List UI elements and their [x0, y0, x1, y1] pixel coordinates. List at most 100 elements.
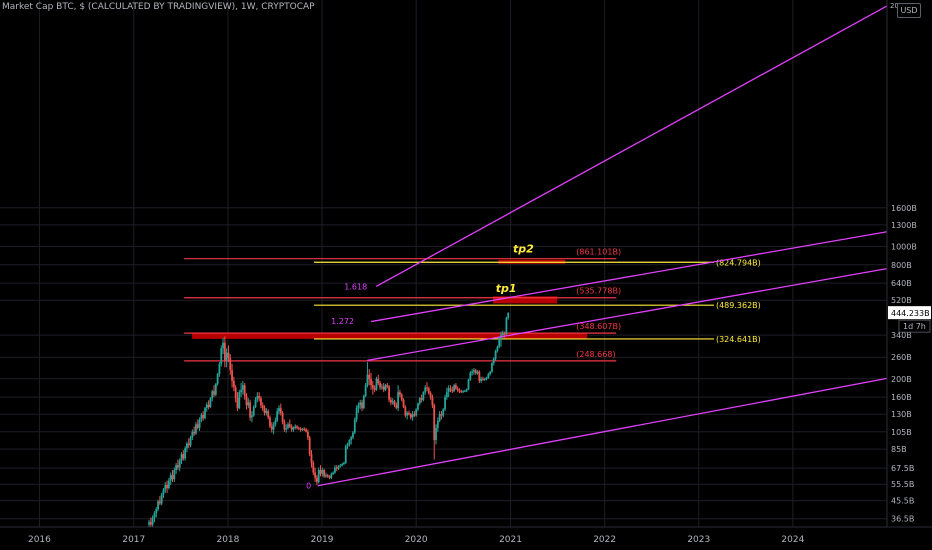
- candle-body: [314, 472, 316, 478]
- candle-body: [187, 443, 190, 446]
- candle-body: [350, 437, 353, 441]
- candle-body: [214, 383, 217, 395]
- candle-body: [427, 388, 430, 394]
- time-axis[interactable]: 2016 2017 2018 2019 2020 2021 2022 2023 2024: [0, 526, 932, 545]
- candle-body: [473, 370, 475, 372]
- candle-body: [205, 404, 208, 409]
- level-label: (348.607B): [576, 322, 621, 331]
- target-annotation: tp2: [513, 242, 534, 255]
- candle-body: [278, 408, 280, 412]
- candle-body: [480, 378, 483, 381]
- candle-body: [362, 396, 365, 409]
- price-tick-label: 520B: [891, 296, 912, 305]
- candle-body: [319, 469, 322, 474]
- time-tick-label: 2021: [499, 535, 522, 545]
- candle-body: [380, 386, 383, 388]
- candle-body: [355, 408, 358, 420]
- candle-body: [368, 374, 371, 379]
- candle-body: [400, 394, 403, 400]
- candle-body: [220, 348, 223, 364]
- candle-body: [364, 385, 367, 397]
- candle-body: [386, 385, 389, 387]
- candle-body: [155, 509, 158, 514]
- candle-body: [334, 467, 336, 473]
- countdown-tag: [898, 319, 931, 333]
- candle-body: [438, 414, 441, 421]
- candle-body: [290, 426, 293, 430]
- candle-body: [382, 386, 385, 390]
- candle-body: [389, 399, 392, 403]
- candle-body: [294, 426, 297, 428]
- candle-body: [494, 351, 497, 359]
- chart-title: Market Cap BTC, $ (CALCULATED BY TRADING…: [2, 2, 315, 12]
- level-label: (535.778B): [576, 287, 621, 296]
- candle-body: [272, 424, 275, 430]
- price-tick-label: 1300B: [891, 221, 917, 230]
- candle-body: [436, 420, 439, 428]
- candle-body: [303, 428, 306, 430]
- price-tick-label: 45.5B: [891, 497, 914, 506]
- candle-body: [193, 431, 196, 434]
- candle-body: [330, 473, 333, 478]
- candle-body: [171, 475, 174, 480]
- candle-body: [310, 454, 313, 463]
- candle-body: [413, 414, 416, 416]
- candle-body: [270, 426, 273, 430]
- candle-body: [456, 388, 459, 391]
- candle-body: [209, 398, 212, 407]
- candle-body: [317, 469, 320, 483]
- price-tick-label: 640B: [891, 279, 912, 288]
- candle-body: [166, 484, 168, 489]
- currency-button[interactable]: USD: [897, 3, 921, 18]
- candle-body: [148, 522, 150, 525]
- candle-body: [388, 386, 390, 400]
- candle-body: [189, 437, 192, 446]
- candle-body: [231, 370, 233, 381]
- candle-body: [391, 401, 394, 403]
- price-tick-label: 340B: [891, 331, 912, 340]
- candle-body: [357, 405, 360, 409]
- level-label: (489.362B): [716, 301, 761, 310]
- candle-body: [328, 476, 331, 478]
- candle-body: [164, 484, 167, 490]
- candle-body: [478, 371, 481, 381]
- candle-body: [234, 387, 237, 399]
- candle-body: [406, 412, 409, 416]
- candle-body: [415, 409, 418, 416]
- last-price-label: 444.233B: [891, 309, 930, 318]
- price-tick-label: 55.5B: [891, 480, 914, 489]
- candle-body: [469, 372, 472, 380]
- candle-body: [482, 378, 484, 380]
- candle-body: [491, 363, 493, 372]
- price-tick-label: 800B: [891, 261, 912, 270]
- candle-body: [503, 332, 506, 334]
- candle-body: [384, 385, 387, 390]
- candle-body: [276, 411, 279, 421]
- candle-body: [370, 378, 372, 386]
- candle-body: [173, 469, 176, 480]
- candle-body: [236, 398, 239, 409]
- candle-body: [505, 317, 508, 334]
- candle-body: [399, 392, 401, 395]
- candle-body: [467, 379, 470, 390]
- price-tick-label: 260B: [891, 353, 912, 362]
- candle-body: [241, 385, 244, 390]
- candle-body: [169, 475, 172, 481]
- candle-body: [496, 346, 499, 352]
- candle-body: [207, 404, 210, 407]
- candle-body: [417, 403, 419, 410]
- candle-body: [301, 428, 304, 430]
- candle-body: [411, 414, 414, 418]
- price-tick-label: 36.5B: [891, 515, 914, 524]
- candle-body: [258, 396, 261, 399]
- price-tick-label: 1600B: [891, 204, 917, 213]
- candle-body: [442, 409, 445, 416]
- candle-body: [315, 477, 318, 483]
- candle-body: [151, 517, 154, 525]
- level-label: (861.101B): [576, 248, 621, 257]
- channel-line: [375, 5, 888, 287]
- candle-body: [200, 414, 203, 420]
- time-tick-label: 2017: [122, 535, 145, 545]
- candle-body: [195, 424, 197, 434]
